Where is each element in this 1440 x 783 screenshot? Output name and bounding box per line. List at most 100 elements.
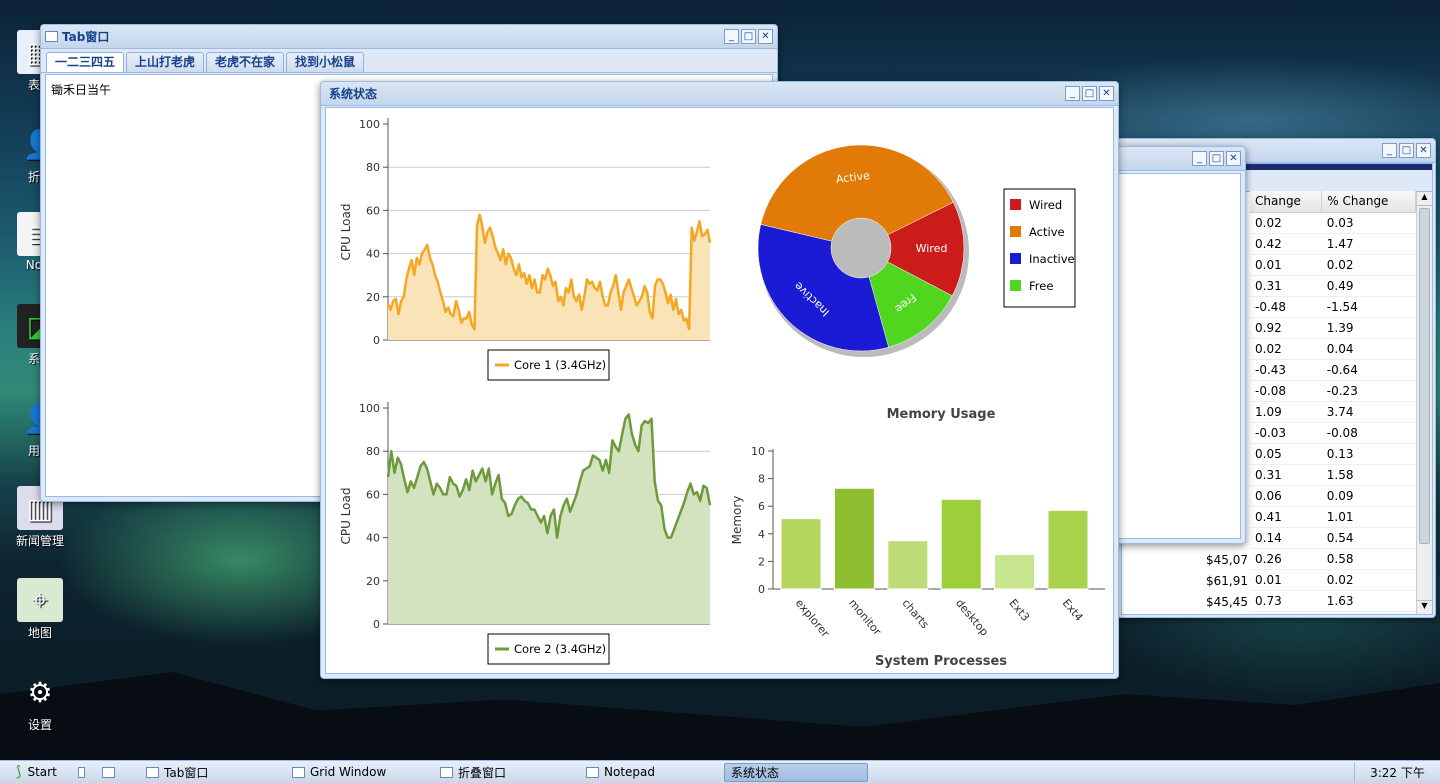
minimize-icon[interactable]: _ [724, 29, 739, 44]
table-row[interactable]: 0.31 0.49 [1250, 275, 1416, 297]
table-row[interactable]: 0.14 0.54 [1250, 527, 1416, 549]
system-window-title: 系统状态 [329, 87, 378, 101]
desktop-icon-label: 设置 [27, 718, 52, 732]
table-row[interactable]: 1.09 3.74 [1250, 401, 1416, 423]
table-row[interactable]: 0.05 0.13 [1250, 443, 1416, 465]
table-row[interactable]: 0.02 0.04 [1250, 338, 1416, 360]
bar-explorer [780, 518, 822, 590]
system-status-window[interactable]: 系统状态 _ □ ✕ 0 20 40 60 80 100 CPU Load Core 1 (3… [320, 81, 1119, 679]
cell-change: 0.02 [1250, 338, 1322, 360]
close-icon[interactable]: ✕ [1099, 86, 1114, 101]
x-tick-label: Ext4 [1060, 597, 1086, 624]
table-row[interactable]: 0.92 1.39 [1250, 317, 1416, 339]
desktop-icon-label: 新闻管理 [15, 534, 64, 548]
bar-chart-title: Memory Usage [887, 407, 996, 422]
y-tick-label: 80 [366, 445, 380, 458]
y-tick-label: 20 [366, 291, 380, 304]
desktop-icon-6[interactable]: ⌖ 地图 [14, 578, 66, 641]
y-tick-label: 100 [359, 118, 380, 131]
taskbar-item-2[interactable]: 折叠窗口 [434, 763, 580, 782]
col-change-header[interactable]: Change [1250, 191, 1323, 213]
taskbar-item-1[interactable]: Grid Window [286, 763, 434, 782]
y-tick-label: 4 [758, 528, 765, 541]
cell-pct: 0.02 [1321, 254, 1416, 276]
pie-label: Active [835, 169, 871, 186]
series-line [386, 413, 712, 539]
cell-change: 0.01 [1250, 569, 1322, 591]
close-icon[interactable]: ✕ [1416, 143, 1431, 158]
taskbar-item-3[interactable]: Notepad [580, 763, 724, 782]
cell-pct: 0.54 [1321, 527, 1416, 549]
quick-launch-cascade[interactable] [96, 763, 126, 782]
cell-pct: 1.58 [1321, 464, 1416, 486]
cell-pct: 1.01 [1321, 506, 1416, 528]
cell-change: 0.01 [1250, 254, 1322, 276]
minimize-icon[interactable]: _ [1065, 86, 1080, 101]
system-window-header[interactable]: 系统状态 _ □ ✕ [321, 82, 1118, 106]
window-icon [45, 31, 58, 42]
cell-pct: 0.04 [1321, 338, 1416, 360]
scroll-up-icon[interactable]: ▲ [1417, 192, 1432, 206]
taskbar-item-4[interactable]: 系统状态 [724, 762, 868, 782]
table-row[interactable]: 0.01 0.02 [1250, 254, 1416, 276]
cell-change: -0.03 [1250, 422, 1322, 444]
maximize-icon[interactable]: □ [1399, 143, 1414, 158]
minimize-icon[interactable]: _ [1192, 151, 1207, 166]
gear-icon: ⚙ [27, 675, 53, 709]
table-row[interactable]: 0.42 1.47 [1250, 233, 1416, 255]
table-row[interactable]: 0.06 0.09 [1250, 485, 1416, 507]
area-fill [388, 214, 710, 340]
cell-change: 0.31 [1250, 275, 1322, 297]
table-row[interactable]: 0.26 0.58 [1250, 548, 1416, 570]
maximize-icon[interactable]: □ [741, 29, 756, 44]
tab-0[interactable]: 一二三四五 [46, 52, 125, 72]
table-row[interactable]: 0.02 0.03 [1250, 212, 1416, 234]
taskbar: ⟆ Start Tab窗口 Grid Window 折叠窗口 Notepad 系统状态 … [0, 760, 1440, 783]
cell-change: 0.42 [1250, 233, 1322, 255]
legend-label: Core 2 (3.4GHz) [514, 642, 606, 656]
tab-window-header[interactable]: Tab窗口 _ □ ✕ [41, 25, 777, 49]
desktop-icon-7[interactable]: ⚙ 设置 [14, 670, 66, 733]
cell-change: 0.26 [1250, 548, 1322, 570]
table-row[interactable]: 0.41 1.01 [1250, 506, 1416, 528]
tab-2[interactable]: 老虎不在家 [206, 52, 285, 72]
y-tick-label: 10 [751, 445, 765, 458]
table-row[interactable]: -0.48 -1.54 [1250, 296, 1416, 318]
col-pct-change-header[interactable]: % Change [1321, 191, 1416, 213]
tile-icon [78, 766, 85, 778]
table-row[interactable]: -0.03 -0.08 [1250, 422, 1416, 444]
table-row[interactable]: -0.08 -0.23 [1250, 380, 1416, 402]
close-icon[interactable]: ✕ [1226, 151, 1241, 166]
cell-change: 0.41 [1250, 506, 1322, 528]
scroll-thumb[interactable] [1419, 208, 1430, 544]
quick-launch-tile[interactable] [72, 763, 96, 782]
bar-charts [887, 540, 929, 590]
minimize-icon[interactable]: _ [1382, 143, 1397, 158]
cell-change: 0.02 [1250, 212, 1322, 234]
bar-desktop [940, 498, 982, 590]
clock-text: 3:22 下午 [1370, 765, 1425, 780]
pie-slice-active [760, 144, 954, 242]
y-tick-label: 2 [758, 555, 765, 568]
tab-3[interactable]: 找到小松鼠 [286, 52, 365, 72]
table-row[interactable]: 0.01 0.02 [1250, 569, 1416, 591]
scroll-down-icon[interactable]: ▼ [1417, 600, 1432, 614]
y-tick-label: 8 [758, 473, 765, 486]
y-tick-label: 80 [366, 161, 380, 174]
tab-1[interactable]: 上山打老虎 [126, 52, 205, 72]
taskbar-item-0[interactable]: Tab窗口 [140, 763, 286, 782]
cell-pct: -0.64 [1321, 359, 1416, 381]
maximize-icon[interactable]: □ [1209, 151, 1224, 166]
maximize-icon[interactable]: □ [1082, 86, 1097, 101]
cell-price: $45,07 [1206, 553, 1248, 567]
close-icon[interactable]: ✕ [758, 29, 773, 44]
legend-label: Free [1029, 279, 1053, 293]
table-row[interactable]: -0.43 -0.64 [1250, 359, 1416, 381]
tab-content-text: 锄禾日当午 [51, 83, 112, 97]
start-button[interactable]: ⟆ Start [0, 763, 72, 782]
table-row[interactable]: 0.31 1.58 [1250, 464, 1416, 486]
table-row[interactable]: 0.73 1.63 [1250, 590, 1416, 612]
y-tick-label: 40 [366, 248, 380, 261]
grid-scrollbar[interactable]: ▲ ▼ [1416, 192, 1432, 614]
